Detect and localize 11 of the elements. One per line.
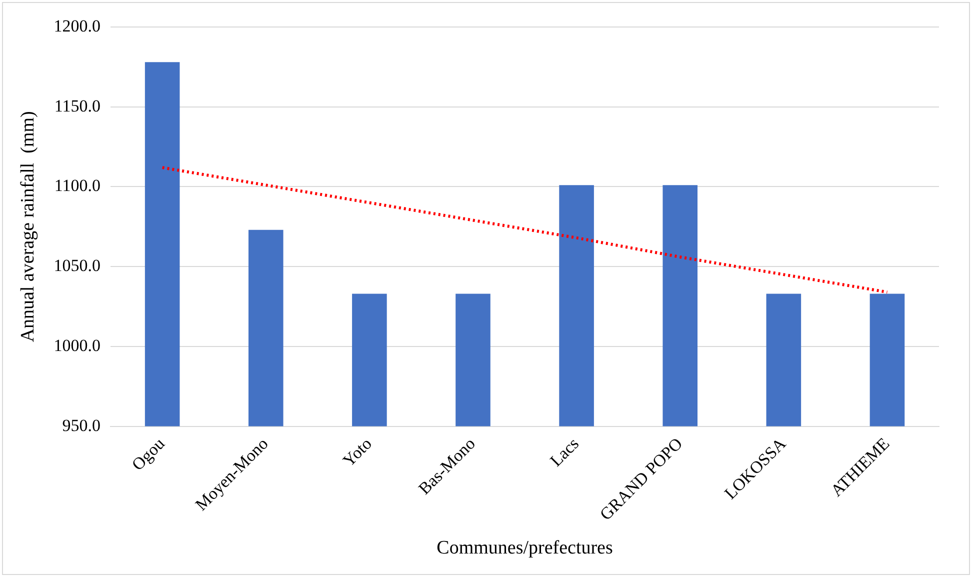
x-tick-label: Yoto <box>339 434 376 470</box>
x-axis-title: Communes/prefectures <box>436 538 613 559</box>
y-tick-label: 1000.0 <box>54 336 101 355</box>
y-axis-title: Annual average rainfall (mm) <box>17 111 38 342</box>
y-tick-label: 1050.0 <box>54 256 101 276</box>
y-tick-label: 950.0 <box>62 416 101 435</box>
line-series <box>160 166 889 294</box>
y-tick-label: 1200.0 <box>54 16 101 36</box>
x-tick-label: Lacs <box>546 434 583 470</box>
y-tick-label: 1100.0 <box>54 176 101 196</box>
y-tick-label: 1150.0 <box>54 96 101 116</box>
